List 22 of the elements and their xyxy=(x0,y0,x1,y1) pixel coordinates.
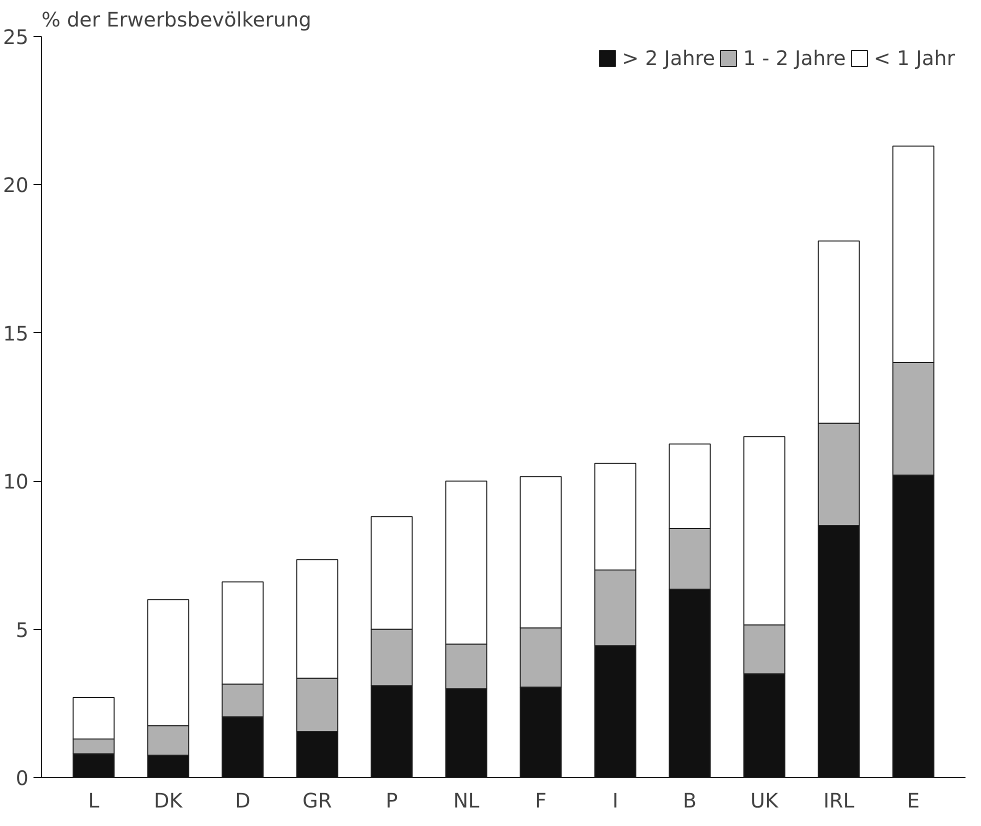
x-tick-label: P xyxy=(386,788,398,812)
y-axis-title: % der Erwerbsbevölkerung xyxy=(42,8,312,32)
y-tick-label: 20 xyxy=(3,173,29,198)
y-tick-label: 0 xyxy=(16,766,29,790)
x-tick-label: I xyxy=(612,788,618,812)
y-tick-label: 10 xyxy=(3,470,29,494)
legend-label: 1 - 2 Jahre xyxy=(743,46,846,70)
y-tick-label: 25 xyxy=(3,25,29,49)
legend-label: < 1 Jahr xyxy=(874,46,955,70)
x-tick-label: L xyxy=(88,788,100,812)
x-tick-label: D xyxy=(234,788,250,812)
x-tick-label: UK xyxy=(750,788,780,812)
x-tick-label: GR xyxy=(302,788,332,812)
x-tick-label: DK xyxy=(154,788,184,812)
x-tick-label: B xyxy=(682,788,697,812)
y-tick-label: 15 xyxy=(3,321,29,346)
x-tick-label: E xyxy=(907,788,920,812)
legend-label: > 2 Jahre xyxy=(622,46,716,70)
x-tick-label: NL xyxy=(453,788,480,812)
y-tick-label: 5 xyxy=(16,618,29,642)
x-tick-label: IRL xyxy=(823,788,856,812)
x-tick-label: F xyxy=(535,788,547,812)
